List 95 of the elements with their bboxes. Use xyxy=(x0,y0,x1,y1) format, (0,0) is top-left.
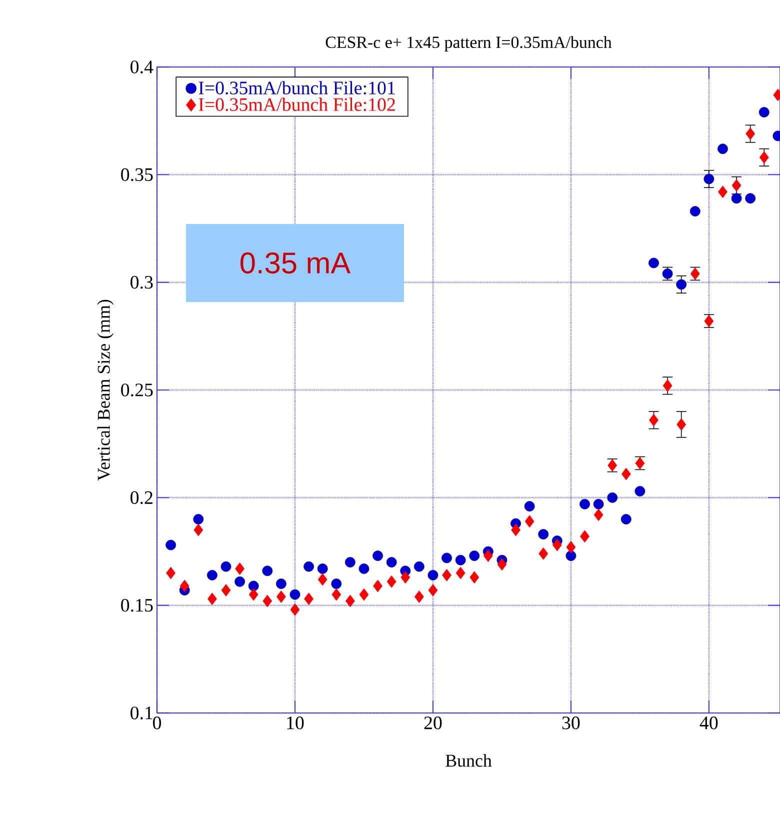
point xyxy=(428,584,438,596)
x-tick-label: 20 xyxy=(424,716,442,730)
x-tick-label: 30 xyxy=(562,716,580,730)
point xyxy=(442,552,452,564)
point xyxy=(414,590,424,603)
point xyxy=(649,414,658,426)
point xyxy=(593,498,604,510)
y-tick-label: 0.15 xyxy=(121,598,153,612)
point xyxy=(690,206,700,216)
point xyxy=(594,508,604,522)
point xyxy=(304,592,314,606)
point xyxy=(359,588,369,601)
point xyxy=(511,524,520,536)
legend-label: I=0.35mA/bunch File:101 xyxy=(198,81,395,94)
point xyxy=(758,107,770,118)
point xyxy=(580,498,590,510)
point xyxy=(373,580,382,592)
point xyxy=(745,193,756,204)
point xyxy=(345,594,355,608)
point xyxy=(262,566,273,576)
point xyxy=(456,566,466,580)
point xyxy=(580,530,590,543)
point xyxy=(276,578,286,589)
point xyxy=(483,550,493,562)
y-tick-label: 0.4 xyxy=(130,60,154,74)
x-tick-label: 0 xyxy=(152,716,162,730)
point xyxy=(344,557,356,568)
point xyxy=(732,179,742,192)
point xyxy=(262,594,272,608)
point xyxy=(538,529,549,540)
point xyxy=(372,550,383,561)
point xyxy=(620,514,632,524)
point xyxy=(621,468,631,480)
y-tick-label: 0.2 xyxy=(130,491,152,504)
point xyxy=(731,193,742,204)
point xyxy=(469,550,480,561)
point xyxy=(648,258,659,268)
point xyxy=(746,128,756,140)
point xyxy=(497,558,507,571)
y-tick-label: 0.3 xyxy=(130,276,153,289)
point xyxy=(386,575,396,588)
chart-title: CESR-c e+ 1x45 pattern I=0.35mA/bunch xyxy=(326,36,612,52)
point xyxy=(332,588,342,601)
x-tick-label: 40 xyxy=(700,716,718,730)
point xyxy=(470,571,480,584)
point xyxy=(455,554,466,566)
point xyxy=(414,561,424,572)
point xyxy=(566,540,576,554)
annotation: 0.35 mA xyxy=(240,252,351,274)
point xyxy=(166,566,176,580)
point xyxy=(442,568,452,582)
y-tick-label: 0.1 xyxy=(130,706,152,720)
point xyxy=(206,570,218,580)
point xyxy=(318,573,328,586)
point xyxy=(304,561,314,572)
point xyxy=(566,550,576,561)
point xyxy=(317,564,328,574)
point xyxy=(290,589,300,600)
point xyxy=(676,279,687,290)
point xyxy=(400,571,410,584)
point xyxy=(276,590,286,603)
y-axis-title: Vertical Beam Size (mm) xyxy=(97,300,114,481)
point xyxy=(718,144,728,154)
point xyxy=(331,578,342,589)
point xyxy=(194,524,204,536)
point xyxy=(220,561,232,572)
point xyxy=(248,580,259,592)
point xyxy=(386,557,397,568)
point xyxy=(704,174,714,184)
x-tick-label: 10 xyxy=(287,716,304,730)
point xyxy=(428,570,438,580)
legend-label: I=0.35mA/bunch File:102 xyxy=(198,98,395,112)
point xyxy=(193,514,204,524)
point xyxy=(524,501,535,512)
point xyxy=(248,588,258,601)
point xyxy=(358,564,370,574)
point xyxy=(207,592,217,606)
point xyxy=(235,562,244,575)
point xyxy=(166,540,176,550)
point xyxy=(524,515,534,528)
point xyxy=(676,418,686,431)
point xyxy=(662,379,672,392)
point xyxy=(290,603,300,616)
point xyxy=(538,547,548,560)
y-tick-label: 0.25 xyxy=(121,384,153,396)
y-tick-label: 0.35 xyxy=(121,168,153,182)
point xyxy=(607,492,618,503)
point xyxy=(759,151,769,164)
point xyxy=(552,538,562,552)
point xyxy=(634,486,646,496)
x-axis-title: Bunch xyxy=(446,754,492,767)
point xyxy=(221,584,231,596)
point xyxy=(234,576,245,587)
point xyxy=(180,580,190,592)
point xyxy=(718,186,728,198)
